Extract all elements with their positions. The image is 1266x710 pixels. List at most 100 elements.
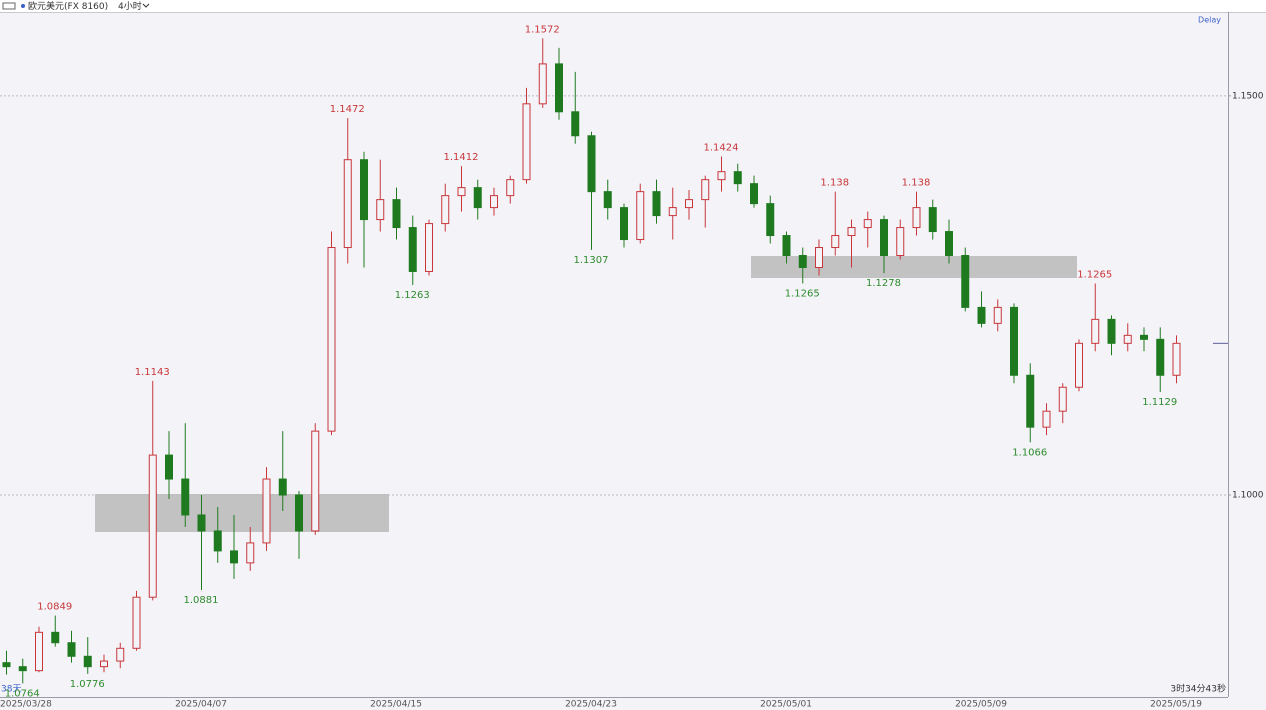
- candle-body: [51, 631, 60, 644]
- candle-body: [782, 235, 791, 257]
- candle-body: [603, 191, 612, 209]
- candle-body: [473, 187, 482, 209]
- candle-body: [67, 642, 76, 657]
- candle-body: [408, 227, 417, 272]
- symbol-dot: [21, 4, 25, 8]
- candle-body: [1075, 342, 1083, 388]
- candle-body: [132, 596, 141, 649]
- y-tick-label: 1.1000: [1232, 491, 1264, 501]
- high-label: 1.1572: [525, 24, 560, 35]
- candle-body: [35, 631, 43, 672]
- candle-body: [148, 454, 157, 598]
- high-label: 1.138: [820, 178, 849, 189]
- high-label: 1.1265: [1077, 269, 1112, 280]
- candle-body: [213, 530, 222, 552]
- candle-body: [701, 179, 710, 201]
- candle-body: [181, 478, 190, 516]
- candle-body: [993, 306, 1002, 324]
- candle-body: [733, 171, 742, 185]
- candle-body: [863, 219, 872, 229]
- timeframe[interactable]: 4小时: [118, 0, 142, 12]
- low-label: 1.0776: [70, 679, 105, 690]
- delay-label: Delay: [1198, 16, 1221, 25]
- candle-body: [717, 171, 726, 181]
- high-label: 1.138: [902, 178, 931, 189]
- candle-body: [652, 191, 661, 217]
- candle-body: [815, 247, 823, 268]
- candle-body: [896, 227, 905, 257]
- candle-body: [100, 660, 108, 668]
- candle-body: [230, 550, 238, 564]
- candle-body: [668, 207, 677, 217]
- candle-body: [538, 63, 547, 105]
- low-label: 1.1263: [395, 290, 430, 301]
- candle-body: [1156, 338, 1165, 376]
- candle-body: [311, 430, 320, 532]
- x-tick-label: 2025/05/01: [760, 700, 812, 710]
- candle-body: [912, 207, 921, 229]
- high-label: 1.0849: [37, 602, 72, 613]
- candle-body: [2, 662, 11, 668]
- candle-body: [1140, 334, 1148, 340]
- candle-body: [295, 494, 303, 532]
- x-tick-label: 2025/04/15: [370, 700, 422, 710]
- candle-body: [197, 514, 206, 532]
- low-label: 1.1278: [866, 278, 901, 289]
- low-label: 1.1066: [1012, 447, 1047, 458]
- candle-body: [880, 219, 888, 257]
- low-label: 1.1129: [1142, 397, 1177, 408]
- candle-body: [1010, 306, 1018, 376]
- high-label: 1.1412: [444, 152, 479, 163]
- candle-body: [360, 159, 368, 221]
- candle-body: [1058, 386, 1067, 412]
- header-bar: [0, 0, 1266, 12]
- candle-body: [278, 478, 287, 496]
- candle-body: [798, 255, 807, 268]
- candle-body: [457, 187, 466, 197]
- zone-box: [751, 256, 1077, 278]
- candle-body: [587, 135, 596, 193]
- candle-body: [928, 207, 937, 233]
- candle-body: [327, 247, 336, 432]
- y-tick-label: 1.1500: [1232, 91, 1264, 101]
- candle-body: [1123, 334, 1132, 344]
- candle-body: [636, 191, 645, 241]
- x-tick-label: 2025/05/19: [1150, 700, 1202, 710]
- candle-body: [1107, 318, 1116, 344]
- high-label: 1.1472: [330, 104, 365, 115]
- candle-body: [620, 207, 628, 241]
- candle-body: [1026, 374, 1035, 428]
- candle-body: [165, 454, 173, 480]
- candle-body: [441, 195, 450, 225]
- candle-body: [1042, 410, 1051, 428]
- candle-body: [571, 111, 580, 137]
- timeframe-dropdown[interactable]: [142, 3, 150, 8]
- candle-body: [555, 63, 563, 113]
- symbol-title[interactable]: 欧元美元(FX 8160): [28, 0, 108, 12]
- candle-body: [343, 159, 352, 249]
- candle-body: [83, 655, 92, 668]
- candle-body: [490, 195, 498, 209]
- candle-body: [685, 199, 693, 209]
- candle-body: [750, 183, 758, 205]
- candle-body: [392, 199, 401, 229]
- x-tick-label: 2025/04/07: [175, 700, 227, 710]
- candle-body: [262, 478, 271, 544]
- x-tick-label: 2025/04/23: [565, 700, 617, 710]
- x-tick-label: 2025/03/28: [0, 700, 52, 710]
- zone-box: [95, 494, 389, 532]
- candle-body: [1091, 318, 1100, 344]
- candle-body: [376, 199, 385, 221]
- high-label: 1.1424: [704, 143, 739, 154]
- low-label: 1.1265: [785, 288, 820, 299]
- candle-body: [506, 179, 515, 197]
- low-label: 1.0881: [184, 595, 219, 606]
- low-label: 1.0764: [5, 688, 40, 699]
- candle-body: [246, 542, 255, 564]
- menu-icon[interactable]: [2, 2, 16, 10]
- high-label: 1.1143: [135, 367, 170, 378]
- candle-body: [977, 306, 986, 324]
